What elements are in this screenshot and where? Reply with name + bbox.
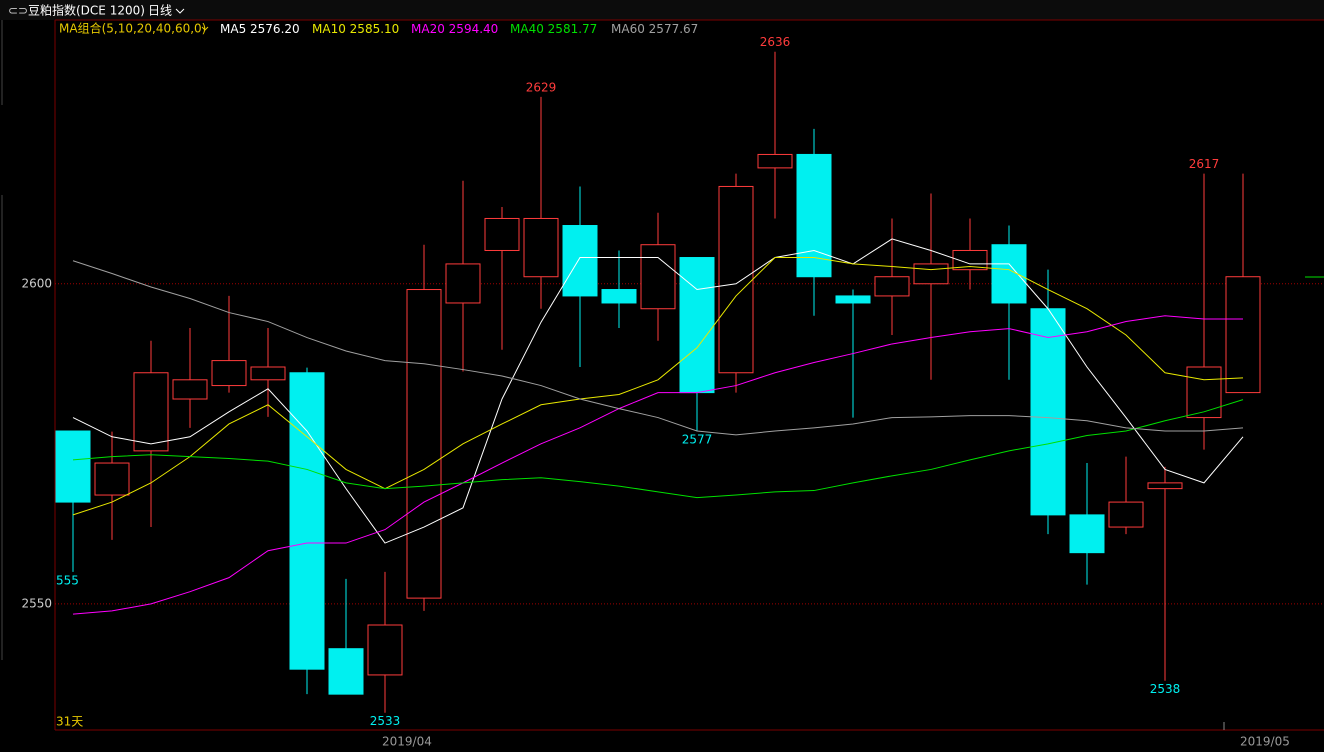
candle-body: [1069, 514, 1105, 554]
legend-name: MA20: [411, 22, 445, 36]
ma-line: [72, 399, 1244, 499]
candle-body: [952, 249, 988, 271]
symbol-title: 豆粕指数(DCE 1200): [28, 3, 145, 18]
candle-body: [367, 624, 403, 676]
candle-body: [328, 648, 364, 695]
candle-body: [211, 360, 247, 387]
ma-line: [72, 260, 1244, 436]
legend-entry: MA10 2585.10: [312, 22, 399, 36]
ma-line: [72, 238, 1244, 544]
candle-body: [1030, 308, 1066, 516]
days-label: 31天: [56, 715, 83, 729]
legend-value: 2594.40: [449, 22, 499, 36]
candle-body: [718, 185, 754, 374]
y-tick-label: 2600: [21, 276, 52, 290]
low-label: 2533: [370, 714, 401, 728]
legend-value: 2581.77: [548, 22, 598, 36]
low-label: 555: [56, 573, 79, 587]
candle-body: [55, 430, 91, 503]
candle-body: [484, 217, 520, 251]
ma-group-chevron[interactable]: [201, 26, 209, 31]
link-icon: ⊂⊃: [8, 4, 28, 18]
candle-body: [133, 372, 169, 452]
high-label: 2636: [760, 35, 791, 49]
legend-name: MA5: [220, 22, 246, 36]
period[interactable]: 日线: [148, 4, 172, 18]
low-label: 2577: [682, 433, 713, 447]
ma-line: [72, 257, 1244, 516]
legend-value: 2585.10: [350, 22, 400, 36]
candle-body: [445, 263, 481, 304]
low-label: 2538: [1150, 682, 1181, 696]
candle-body: [523, 217, 559, 278]
high-label: 2629: [526, 80, 557, 94]
candle-body: [94, 462, 130, 496]
candle-body: [1225, 276, 1261, 394]
high-label: 2617: [1189, 157, 1220, 171]
candle-body: [1147, 482, 1183, 490]
candle-body: [640, 244, 676, 310]
legend-entry: MA5 2576.20: [220, 22, 300, 36]
ma-group-label[interactable]: MA组合(5,10,20,40,60,0): [59, 21, 206, 36]
period-chevron[interactable]: [175, 8, 185, 14]
candle-body: [796, 153, 832, 278]
legend-entry: MA20 2594.40: [411, 22, 498, 36]
candle-body: [1108, 501, 1144, 528]
legend-entry: MA40 2581.77: [510, 22, 597, 36]
legend-name: MA40: [510, 22, 544, 36]
top-bar: [0, 0, 1324, 20]
candle-body: [172, 379, 208, 400]
legend-entry: MA60 2577.67: [611, 22, 698, 36]
legend-name: MA60: [611, 22, 645, 36]
candle-body: [835, 295, 871, 304]
candle-body: [874, 276, 910, 297]
legend-value: 2576.20: [250, 22, 300, 36]
candle-body: [1186, 366, 1222, 419]
legend-name: MA10: [312, 22, 346, 36]
candle-body: [250, 366, 286, 381]
candle-body: [562, 225, 598, 297]
candle-body: [913, 263, 949, 285]
legend-value: 2577.67: [649, 22, 699, 36]
candle-body: [601, 289, 637, 304]
x-tick-label: 2019/05: [1240, 735, 1290, 749]
candle-body: [679, 257, 715, 394]
candle-body: [289, 372, 325, 670]
y-tick-label: 2550: [21, 596, 52, 610]
ma-line: [72, 315, 1243, 615]
x-tick-label: 2019/04: [382, 735, 432, 749]
candle-body: [406, 289, 442, 599]
candle-body: [991, 244, 1027, 304]
candle-body: [757, 153, 793, 169]
